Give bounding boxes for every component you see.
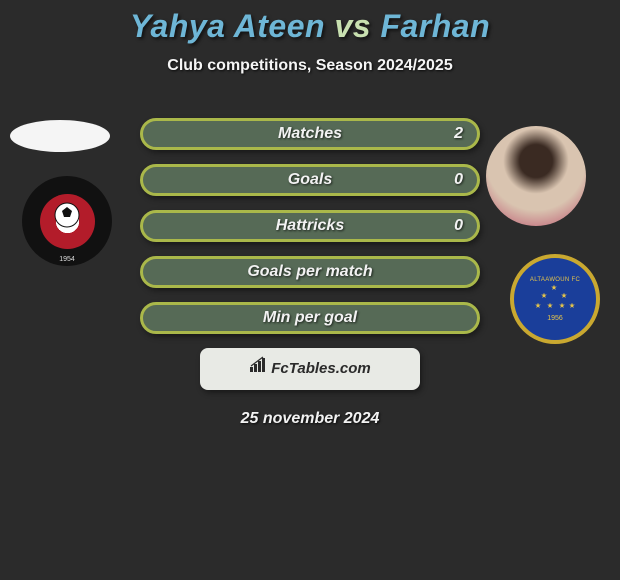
stat-right-value: 2 bbox=[454, 121, 463, 147]
brand-band: FcTables.com bbox=[200, 348, 420, 390]
stat-row-hattricks: Hattricks 0 bbox=[140, 210, 480, 242]
player2-name: Farhan bbox=[380, 8, 490, 44]
stat-right-value: 0 bbox=[454, 167, 463, 193]
stat-row-goals-per-match: Goals per match bbox=[140, 256, 480, 288]
stat-label: Goals per match bbox=[247, 263, 372, 280]
player1-name: Yahya Ateen bbox=[130, 8, 325, 44]
vs-text: vs bbox=[334, 8, 371, 44]
stat-row-goals: Goals 0 bbox=[140, 164, 480, 196]
stat-label: Matches bbox=[278, 125, 342, 142]
stat-row-min-per-goal: Min per goal bbox=[140, 302, 480, 334]
stat-label: Goals bbox=[288, 171, 332, 188]
brand-text: FcTables.com bbox=[271, 360, 370, 377]
chart-icon bbox=[249, 348, 267, 390]
stat-label: Hattricks bbox=[276, 217, 344, 234]
stat-row-matches: Matches 2 bbox=[140, 118, 480, 150]
page-title: Yahya Ateen vs Farhan bbox=[0, 8, 620, 45]
comparison-card: Yahya Ateen vs Farhan Club competitions,… bbox=[0, 0, 620, 580]
stat-label: Min per goal bbox=[263, 309, 357, 326]
date-text: 25 november 2024 bbox=[0, 410, 620, 428]
stats-area: Matches 2 Goals 0 Hattricks 0 Goals per … bbox=[0, 118, 620, 428]
stat-right-value: 0 bbox=[454, 213, 463, 239]
subtitle: Club competitions, Season 2024/2025 bbox=[0, 57, 620, 75]
